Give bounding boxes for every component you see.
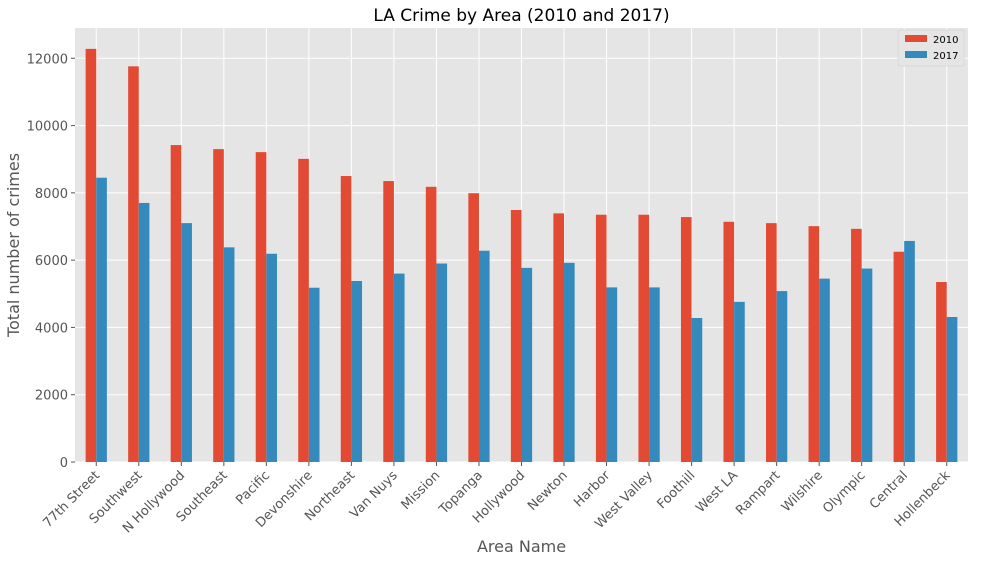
bar-2017: [478, 250, 490, 462]
bar-2010: [936, 282, 947, 462]
bar-2017: [181, 223, 192, 462]
bar-2017: [393, 273, 405, 462]
x-tick-label: Rampart: [733, 468, 783, 518]
bar-2010: [468, 193, 479, 462]
bar-2010: [425, 186, 437, 462]
bar-2010: [808, 226, 820, 462]
x-tick-label: Olympic: [820, 468, 868, 516]
bar-2017: [351, 280, 363, 462]
bar-2010: [723, 221, 735, 462]
bar-2017: [266, 253, 277, 462]
bar-2010: [680, 217, 692, 462]
bar-2017: [819, 278, 830, 462]
bar-2017: [904, 240, 915, 462]
y-axis-label: Total number of crimes: [4, 153, 23, 338]
bar-2017: [436, 263, 448, 462]
bar-2017: [946, 316, 958, 462]
bar-2017: [861, 268, 873, 462]
legend-swatch: [905, 35, 927, 42]
bar-2010: [383, 181, 394, 462]
y-tick-label: 6000: [35, 254, 68, 269]
bar-2017: [521, 267, 533, 462]
y-tick-label: 0: [60, 456, 68, 471]
bar-2010: [255, 152, 267, 463]
bar-2010: [213, 149, 224, 462]
bar-2017: [308, 287, 320, 462]
bar-2017: [138, 202, 150, 462]
y-tick-label: 4000: [35, 321, 68, 336]
bar-2010: [893, 251, 905, 462]
bar-2010: [766, 223, 777, 462]
bar-2010: [510, 210, 522, 462]
bar-2010: [128, 66, 139, 462]
legend-label: 2017: [933, 51, 958, 62]
legend-label: 2010: [933, 35, 958, 46]
bar-2017: [649, 287, 660, 462]
bar-2017: [606, 287, 618, 462]
y-tick-label: 10000: [27, 120, 68, 135]
bars: [85, 48, 958, 463]
bar-2010: [851, 228, 862, 462]
bar-2010: [340, 176, 352, 462]
y-axis-ticks: 0 2000 4000 6000 8000 10000 12000: [27, 52, 75, 471]
x-tick-label: Wilshire: [779, 468, 826, 515]
bar-2017: [223, 247, 235, 462]
bar-2017: [96, 177, 107, 462]
bar-2017: [564, 262, 575, 462]
x-axis-label: Area Name: [477, 537, 566, 556]
bar-2017: [776, 291, 788, 462]
bar-2017: [691, 318, 703, 462]
chart-title: LA Crime by Area (2010 and 2017): [373, 6, 669, 26]
bar-2010: [638, 214, 650, 462]
x-tick-label: Pacific: [233, 468, 273, 508]
bar-2010: [595, 214, 607, 462]
bar-2010: [170, 145, 182, 462]
y-tick-label: 8000: [35, 187, 68, 202]
y-tick-label: 2000: [35, 389, 68, 404]
x-tick-label: Foothill: [655, 468, 699, 512]
x-tick-label: Harbor: [571, 468, 614, 511]
legend-swatch: [905, 51, 927, 58]
bar-2010: [553, 213, 565, 462]
bar-2017: [734, 301, 745, 462]
legend: 2010 2017: [897, 29, 965, 67]
y-tick-label: 12000: [27, 52, 68, 67]
bar-2010: [298, 158, 309, 462]
bar-2010: [85, 48, 97, 462]
x-tick-label: Newton: [525, 468, 571, 514]
